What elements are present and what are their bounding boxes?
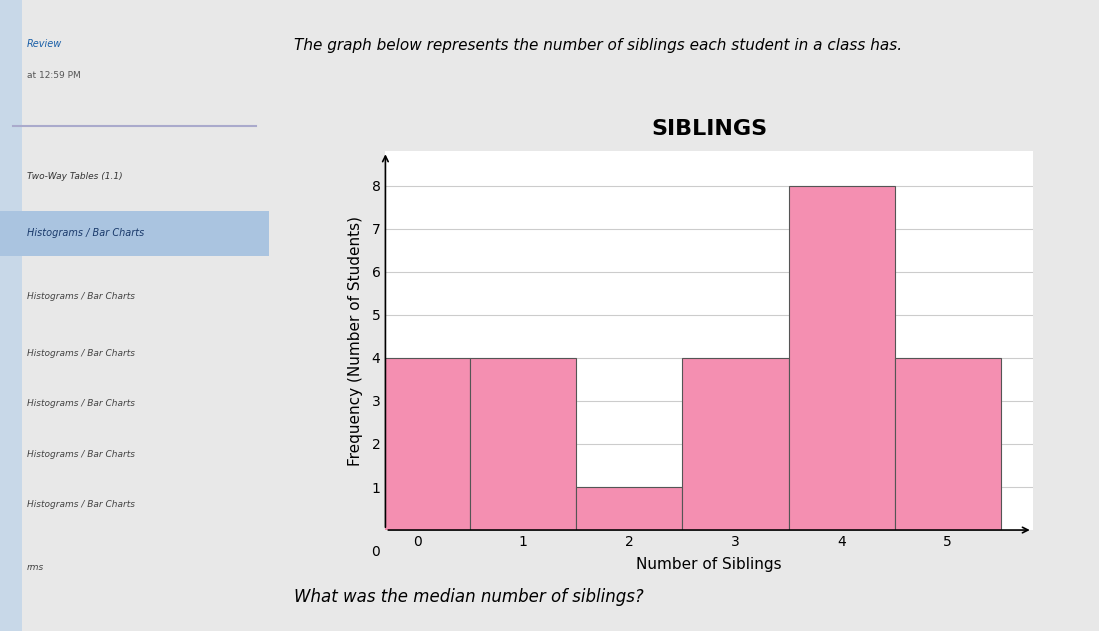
Text: at 12:59 PM: at 12:59 PM [26, 71, 80, 80]
Text: The graph below represents the number of siblings each student in a class has.: The graph below represents the number of… [295, 38, 902, 53]
Bar [895, 358, 1001, 530]
Text: Histograms / Bar Charts: Histograms / Bar Charts [26, 349, 135, 358]
Text: What was the median number of siblings?: What was the median number of siblings? [295, 587, 644, 606]
Bar [470, 358, 576, 530]
Text: Histograms / Bar Charts: Histograms / Bar Charts [26, 450, 135, 459]
Text: Review: Review [26, 39, 63, 49]
Bar [364, 358, 470, 530]
Bar [0, 0, 22, 631]
Bar [682, 358, 789, 530]
Text: Histograms / Bar Charts: Histograms / Bar Charts [26, 228, 144, 239]
Text: rms: rms [26, 563, 44, 572]
Bar [576, 487, 682, 530]
Y-axis label: Frequency (Number of Students): Frequency (Number of Students) [348, 216, 364, 466]
Text: Histograms / Bar Charts: Histograms / Bar Charts [26, 292, 135, 301]
Text: Two-Way Tables (1.1): Two-Way Tables (1.1) [26, 172, 123, 181]
Text: Histograms / Bar Charts: Histograms / Bar Charts [26, 399, 135, 408]
Text: 0: 0 [371, 545, 380, 559]
Bar [789, 186, 895, 530]
X-axis label: Number of Siblings: Number of Siblings [636, 557, 781, 572]
Bar [0, 211, 269, 256]
Text: Histograms / Bar Charts: Histograms / Bar Charts [26, 500, 135, 509]
Title: SIBLINGS: SIBLINGS [651, 119, 767, 139]
